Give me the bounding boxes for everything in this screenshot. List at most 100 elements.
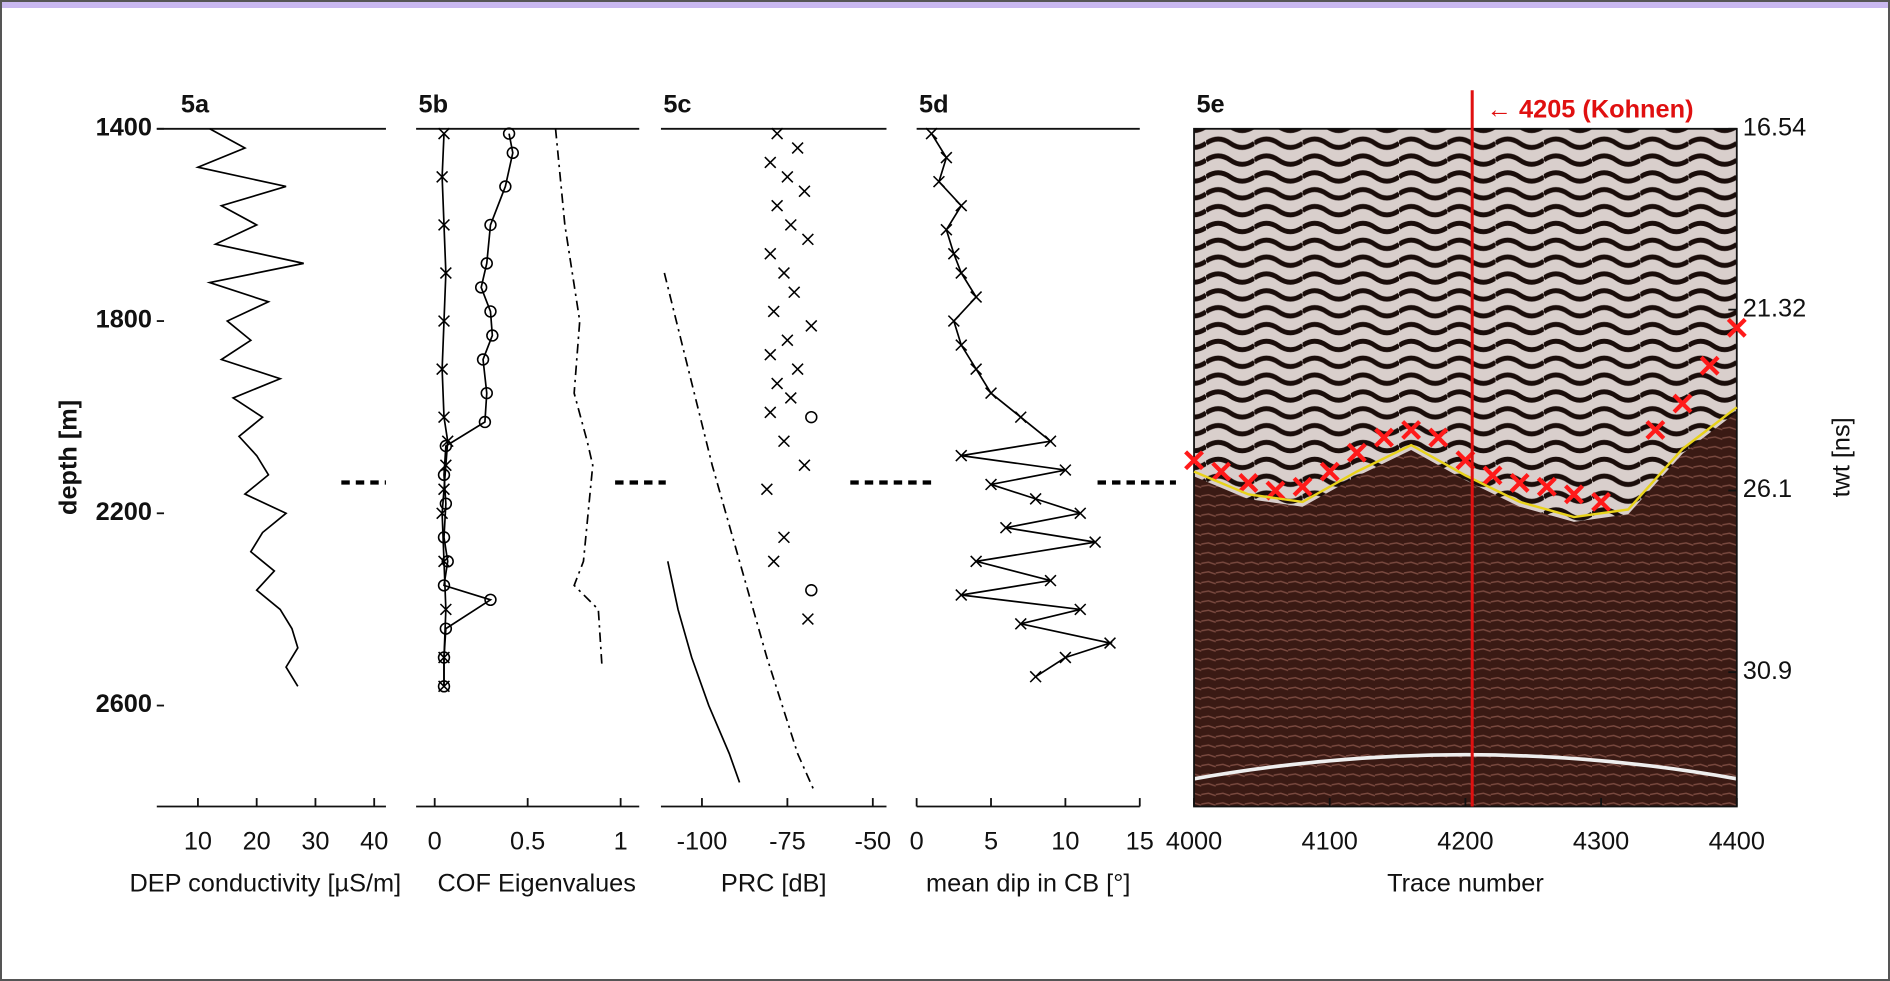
- y-tick-label: 1400: [96, 113, 152, 141]
- y-tick-label: 16.54: [1743, 113, 1806, 141]
- x-marker: [760, 483, 773, 496]
- x-marker: [947, 247, 960, 260]
- panel-title: 5e: [1196, 91, 1224, 119]
- x-marker: [798, 459, 811, 472]
- x-marker: [1014, 617, 1027, 630]
- x-marker: [438, 315, 450, 328]
- x-marker: [970, 291, 983, 303]
- circle-marker: [480, 386, 493, 400]
- x-tick-label: 40: [360, 827, 388, 855]
- x-marker: [955, 199, 968, 212]
- x-tick-label: 4000: [1166, 827, 1222, 855]
- x-axis-label: DEP conductivity [µS/m]: [130, 869, 402, 897]
- x-marker: [1401, 420, 1422, 440]
- x-marker: [764, 247, 777, 260]
- x-marker: [764, 406, 777, 419]
- series-line: [554, 128, 603, 668]
- circle-marker: [805, 410, 818, 424]
- x-marker: [1699, 355, 1720, 376]
- x-marker: [771, 377, 784, 390]
- x-marker: [947, 315, 960, 328]
- x-marker: [1074, 603, 1087, 616]
- circle-marker: [480, 257, 493, 270]
- x-marker: [955, 589, 968, 601]
- y-axis-label: depth [m]: [55, 400, 83, 515]
- x-marker: [1509, 473, 1530, 493]
- y-tick-label: 2600: [96, 690, 152, 718]
- circle-marker: [484, 218, 497, 232]
- x-marker: [1319, 461, 1340, 482]
- top-strip: [0, 0, 1890, 8]
- x-marker: [791, 363, 804, 376]
- x-marker: [438, 651, 450, 664]
- x-marker: [970, 555, 983, 568]
- y-tick-label: 30.9: [1743, 657, 1792, 685]
- x-marker: [771, 199, 784, 212]
- circle-marker: [484, 593, 497, 607]
- circle-marker: [805, 583, 818, 597]
- x-marker: [1044, 574, 1057, 587]
- x-marker: [932, 175, 945, 188]
- x-tick-label: 20: [243, 827, 271, 855]
- x-marker: [438, 411, 450, 424]
- x-tick-label: 5: [984, 827, 998, 855]
- circle-marker: [474, 281, 488, 294]
- x-tick-label: 30: [301, 827, 329, 855]
- series-line: [666, 561, 741, 783]
- x-marker: [985, 387, 997, 400]
- x-marker: [767, 305, 780, 318]
- x-marker: [1374, 427, 1394, 448]
- x-marker: [436, 363, 449, 376]
- y-tick-label: 26.1: [1743, 475, 1792, 503]
- x-marker: [1726, 317, 1747, 338]
- circle-marker: [476, 353, 490, 366]
- panel-title: 5d: [919, 91, 949, 119]
- series-line: [443, 133, 514, 687]
- x-marker: [1292, 476, 1313, 497]
- x-marker: [801, 233, 814, 246]
- x-marker: [777, 435, 790, 448]
- panel-title: 5b: [419, 91, 449, 119]
- x-axis-label: COF Eigenvalues: [437, 869, 635, 897]
- circle-marker: [441, 555, 454, 568]
- x-marker: [788, 286, 801, 299]
- x-tick-label: 0.5: [510, 827, 545, 855]
- x-marker: [781, 334, 794, 347]
- x-marker: [764, 348, 777, 361]
- x-marker: [999, 521, 1012, 534]
- x-marker: [1104, 637, 1116, 650]
- x-marker: [1029, 670, 1042, 683]
- x-marker: [801, 613, 814, 626]
- x-marker: [1014, 411, 1027, 424]
- x-marker: [1482, 465, 1503, 486]
- x-marker: [1029, 492, 1042, 505]
- x-marker: [940, 223, 953, 236]
- x-marker: [436, 170, 449, 183]
- radargram-upper: [1194, 128, 1737, 522]
- x-marker: [438, 483, 450, 496]
- x-marker: [940, 151, 953, 164]
- x-marker: [439, 603, 452, 616]
- x-marker: [925, 127, 938, 140]
- circle-marker: [486, 329, 499, 342]
- x-axis-label: mean dip in CB [°]: [926, 869, 1130, 897]
- circle-marker: [499, 180, 512, 193]
- annotation: ← 4205 (Kohnen): [1487, 95, 1694, 123]
- x-marker: [970, 363, 983, 376]
- x-marker: [955, 267, 968, 279]
- y-tick-label: 2200: [96, 498, 152, 526]
- circle-marker: [484, 305, 497, 318]
- series-line: [195, 128, 304, 687]
- x-marker: [1645, 420, 1666, 440]
- x-marker: [985, 478, 997, 491]
- x-tick-label: 1: [614, 827, 628, 855]
- x-marker: [438, 680, 450, 693]
- x-marker: [1672, 393, 1693, 414]
- x-marker: [439, 459, 452, 472]
- x-marker: [438, 127, 450, 140]
- x-marker: [1536, 476, 1557, 497]
- x-tick-label: 0: [428, 827, 442, 855]
